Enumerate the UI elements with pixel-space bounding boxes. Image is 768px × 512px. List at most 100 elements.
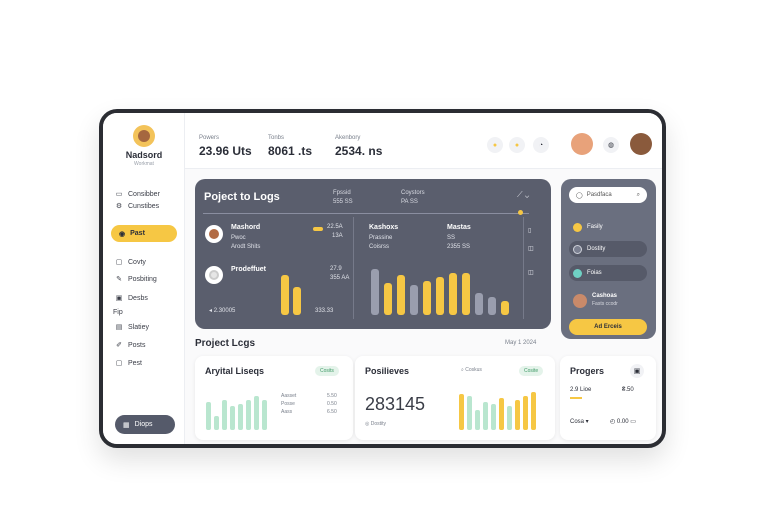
header-label: Coystors — [401, 190, 425, 196]
section-date: May 1 2024 — [505, 340, 537, 346]
chart-bar — [475, 293, 483, 315]
clock-icon: ◴ — [610, 419, 617, 425]
header-value: PA SS — [401, 199, 418, 205]
chart-bar — [262, 400, 267, 430]
sidebar-item-consibber[interactable]: ▭ Consibber — [115, 190, 160, 199]
edit-icon: ✎ — [116, 276, 122, 283]
chart-bar — [206, 402, 211, 430]
dot-icon — [573, 222, 582, 232]
sidebar: Nadsord Workmat ▭ Consibber ⚙ Cunstibes … — [103, 113, 185, 444]
sidebar-item-label: Slatiey — [128, 323, 150, 331]
panel-person[interactable]: Cashoas Fasts ccodr — [569, 291, 647, 311]
row-line: Pwoc — [231, 234, 246, 241]
progress-label: 2.9 Lioe — [570, 387, 592, 393]
row-value: SS — [447, 234, 456, 241]
progress-value: ₴.50 — [622, 387, 634, 393]
header-col-2: Coystors PA SS — [401, 189, 425, 207]
divider — [353, 217, 354, 319]
sidebar-item-posbiting[interactable]: ✎ Posbiting — [115, 275, 157, 284]
sidebar-item-fip[interactable]: Fip — [113, 309, 123, 316]
panel-item-dostity[interactable]: Dostity — [569, 241, 647, 257]
clock-icon[interactable]: ◔ — [533, 137, 549, 153]
notification-icon[interactable]: ● — [487, 137, 503, 153]
card-tag: Cosite — [519, 366, 544, 376]
chart-bar — [491, 404, 496, 430]
sidebar-item-label: Pest — [128, 359, 143, 367]
chart-bar — [462, 273, 470, 315]
card-title: Aryital Liseqs — [205, 366, 265, 376]
row-values: 27.9 355 AA — [330, 265, 349, 283]
avatar — [205, 266, 223, 284]
panel-item-label: Fasily — [587, 224, 603, 230]
sidebar-item-covty[interactable]: ▢ Covty — [115, 258, 146, 267]
sidebar-item-desbs[interactable]: ▣ Desbs — [115, 294, 148, 303]
row-line: Arodt Shits — [231, 243, 261, 250]
sidebar-item-cunstibes[interactable]: ⚙ Cunstibes — [115, 202, 159, 211]
device-frame: Nadsord Workmat ▭ Consibber ⚙ Cunstibes … — [99, 109, 666, 448]
sidebar-item-slatiey[interactable]: ▤ Slatiey — [115, 323, 150, 332]
chart-bar — [222, 400, 227, 430]
progress-label: Cosa — [570, 419, 585, 425]
image-icon[interactable]: ◫ — [528, 246, 534, 252]
sidebar-item-label: Posts — [128, 341, 146, 349]
progress-value: 0.00 — [616, 419, 629, 425]
card-sub: ◎ Dostity — [365, 420, 386, 428]
row-value: 22.5A — [327, 224, 343, 230]
stat-value: 2534. ns — [335, 144, 383, 158]
stat-akenbory: Akenbory 2534. ns — [335, 135, 382, 158]
chart-bar — [499, 398, 504, 430]
row-line: Prassine — [369, 234, 393, 241]
row-value: 6.50 — [327, 409, 337, 415]
sidebar-item-pest[interactable]: ▢ Pest — [115, 359, 143, 368]
sidebar-item-posts[interactable]: ✐ Posts — [115, 341, 146, 350]
card-tag: Cosits — [315, 366, 339, 376]
chart-bar — [515, 400, 520, 430]
bottom-button[interactable]: ▦ Diops — [115, 415, 175, 434]
user-avatar[interactable] — [571, 133, 593, 155]
chart-bar — [507, 406, 512, 430]
sidebar-item-label: Desbs — [128, 294, 148, 302]
card-search[interactable]: ⌕ Coskus — [461, 366, 482, 374]
profile[interactable]: Nadsord Workmat — [113, 125, 175, 167]
chart-bar — [483, 402, 488, 430]
chart-bar — [449, 273, 457, 315]
info-icon: ◎ — [365, 421, 371, 427]
calendar-icon: ▤ — [115, 324, 123, 331]
card-title: Posilieves — [365, 366, 410, 376]
chart-bar — [214, 416, 219, 430]
row-value: 2355 SS — [447, 243, 471, 250]
file-icon[interactable]: ▯ — [528, 228, 532, 234]
footer-right: 333.33 — [315, 308, 334, 314]
row-name: Prodeffuet — [231, 266, 266, 273]
card-rows-values: 5.50 0.50 6.50 — [327, 392, 337, 416]
lock-icon[interactable]: ◍ — [603, 137, 619, 153]
stat-label: Tonbs — [268, 135, 285, 141]
row-name: Mashord — [231, 224, 261, 231]
copy-icon[interactable]: ▣ — [630, 364, 644, 378]
card-title: Progers — [570, 366, 605, 376]
panel-item-foias[interactable]: Foias — [569, 265, 647, 281]
row-label: Aass — [281, 409, 293, 415]
person-text: Cashoas Fasts ccodr — [592, 293, 618, 309]
chevron-down-icon[interactable]: ⟋ ⌄ — [517, 190, 530, 199]
footer-left: ◂ 2.30005 — [209, 307, 235, 316]
sidebar-item-label: Posbiting — [128, 275, 157, 283]
profile-avatar[interactable] — [630, 133, 652, 155]
stat-value: 23.96 Uts — [199, 144, 252, 158]
search-label: Coskus — [465, 367, 482, 373]
sidebar-item-active[interactable]: ◉ Past — [111, 225, 177, 242]
add-button[interactable]: Ad Erceis — [569, 319, 647, 335]
search-input[interactable]: ◯ Pasdfaca ⌕ — [569, 187, 647, 203]
message-icon[interactable]: ● — [509, 137, 525, 153]
chat-icon: ▢ — [115, 360, 123, 367]
mid-info: Kashoxs Prassine Coisrss — [369, 223, 398, 252]
chart-bar — [488, 297, 496, 315]
person-name: Cashoas — [592, 293, 618, 300]
row-line: Coisrss — [369, 243, 390, 250]
chart-icon[interactable]: ◫ — [528, 270, 534, 276]
timeline-marker — [518, 210, 523, 215]
dot-icon — [573, 268, 582, 278]
mid-values: Mastas SS 2355 SS — [447, 223, 471, 252]
chart-bar — [246, 400, 251, 430]
panel-item-fasily[interactable]: Fasily — [569, 219, 647, 235]
